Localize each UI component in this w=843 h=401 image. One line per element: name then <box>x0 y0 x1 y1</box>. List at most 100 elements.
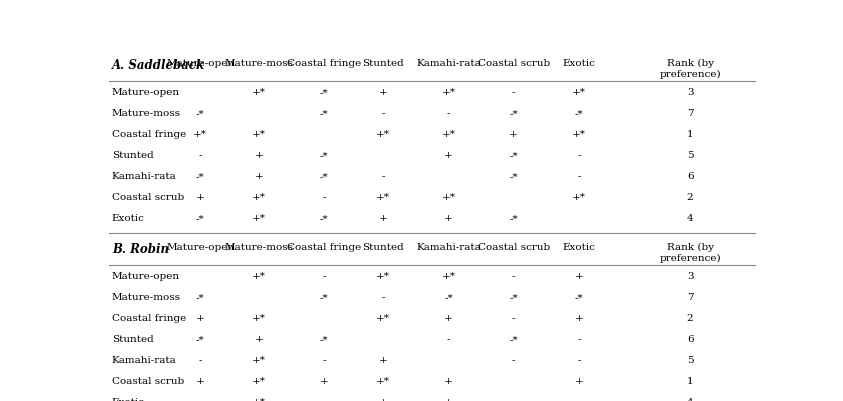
Text: 5: 5 <box>687 151 694 160</box>
Text: Exotic: Exotic <box>112 214 145 223</box>
Text: 6: 6 <box>687 172 694 180</box>
Text: +*: +* <box>376 376 390 385</box>
Text: +: + <box>379 355 388 364</box>
Text: -*: -* <box>196 172 204 180</box>
Text: +*: +* <box>376 271 390 280</box>
Text: Coastal fringe: Coastal fringe <box>287 242 362 251</box>
Text: -*: -* <box>320 334 329 343</box>
Text: 3: 3 <box>687 88 694 97</box>
Text: +*: +* <box>572 130 586 139</box>
Text: -*: -* <box>509 214 518 223</box>
Text: Exotic: Exotic <box>562 242 595 251</box>
Text: Mature-open: Mature-open <box>112 88 180 97</box>
Text: +*: +* <box>376 192 390 202</box>
Text: -: - <box>323 397 326 401</box>
Text: +*: +* <box>572 88 586 97</box>
Text: Kamahi-rata: Kamahi-rata <box>416 242 481 251</box>
Text: Mature-open: Mature-open <box>112 271 180 280</box>
Text: +: + <box>379 88 388 97</box>
Text: -: - <box>512 313 515 322</box>
Text: Mature-open: Mature-open <box>166 59 234 68</box>
Text: Coastal scrub: Coastal scrub <box>112 376 184 385</box>
Text: +: + <box>444 151 453 160</box>
Text: +*: +* <box>442 130 455 139</box>
Text: Coastal scrub: Coastal scrub <box>112 192 184 202</box>
Text: +*: +* <box>252 376 266 385</box>
Text: -: - <box>512 397 515 401</box>
Text: -*: -* <box>320 88 329 97</box>
Text: +*: +* <box>252 397 266 401</box>
Text: -*: -* <box>320 292 329 301</box>
Text: -: - <box>577 151 581 160</box>
Text: -: - <box>198 355 201 364</box>
Text: Rank (by
preference): Rank (by preference) <box>659 242 721 262</box>
Text: Stunted: Stunted <box>112 334 153 343</box>
Text: -: - <box>198 397 201 401</box>
Text: -: - <box>447 334 450 343</box>
Text: -*: -* <box>575 109 583 117</box>
Text: Mature-moss: Mature-moss <box>224 59 293 68</box>
Text: 1: 1 <box>687 130 694 139</box>
Text: +: + <box>509 130 518 139</box>
Text: -*: -* <box>196 292 204 301</box>
Text: 7: 7 <box>687 109 694 117</box>
Text: +*: +* <box>376 313 390 322</box>
Text: 6: 6 <box>687 334 694 343</box>
Text: Coastal fringe: Coastal fringe <box>287 59 362 68</box>
Text: Rank (by
preference): Rank (by preference) <box>659 59 721 79</box>
Text: +: + <box>575 271 583 280</box>
Text: +: + <box>575 376 583 385</box>
Text: +*: +* <box>252 355 266 364</box>
Text: Kamahi-rata: Kamahi-rata <box>112 172 177 180</box>
Text: Coastal scrub: Coastal scrub <box>478 59 550 68</box>
Text: Stunted: Stunted <box>362 59 404 68</box>
Text: +: + <box>255 151 263 160</box>
Text: +*: +* <box>572 192 586 202</box>
Text: +: + <box>196 192 205 202</box>
Text: -: - <box>323 192 326 202</box>
Text: -*: -* <box>320 214 329 223</box>
Text: -: - <box>381 109 384 117</box>
Text: +*: +* <box>442 88 455 97</box>
Text: +: + <box>255 334 263 343</box>
Text: 2: 2 <box>687 192 694 202</box>
Text: 5: 5 <box>687 355 694 364</box>
Text: 3: 3 <box>687 271 694 280</box>
Text: -: - <box>381 292 384 301</box>
Text: -: - <box>512 355 515 364</box>
Text: -: - <box>577 355 581 364</box>
Text: +: + <box>196 313 205 322</box>
Text: -: - <box>512 88 515 97</box>
Text: -*: -* <box>196 214 204 223</box>
Text: +*: +* <box>442 192 455 202</box>
Text: A. Saddleback: A. Saddleback <box>112 59 205 72</box>
Text: -*: -* <box>509 292 518 301</box>
Text: +: + <box>319 376 329 385</box>
Text: +*: +* <box>442 271 455 280</box>
Text: +*: +* <box>376 130 390 139</box>
Text: +: + <box>575 313 583 322</box>
Text: 2: 2 <box>687 313 694 322</box>
Text: +*: +* <box>252 192 266 202</box>
Text: -*: -* <box>509 109 518 117</box>
Text: -*: -* <box>444 292 453 301</box>
Text: Coastal fringe: Coastal fringe <box>112 130 186 139</box>
Text: Mature-open: Mature-open <box>166 242 234 251</box>
Text: 7: 7 <box>687 292 694 301</box>
Text: +*: +* <box>252 88 266 97</box>
Text: Stunted: Stunted <box>362 242 404 251</box>
Text: -: - <box>447 109 450 117</box>
Text: -*: -* <box>196 334 204 343</box>
Text: +: + <box>444 397 453 401</box>
Text: +: + <box>444 214 453 223</box>
Text: +: + <box>444 313 453 322</box>
Text: 4: 4 <box>687 397 694 401</box>
Text: -: - <box>381 172 384 180</box>
Text: Kamahi-rata: Kamahi-rata <box>416 59 481 68</box>
Text: +: + <box>379 214 388 223</box>
Text: Kamahi-rata: Kamahi-rata <box>112 355 177 364</box>
Text: +*: +* <box>252 271 266 280</box>
Text: -*: -* <box>509 334 518 343</box>
Text: -*: -* <box>196 109 204 117</box>
Text: -*: -* <box>320 109 329 117</box>
